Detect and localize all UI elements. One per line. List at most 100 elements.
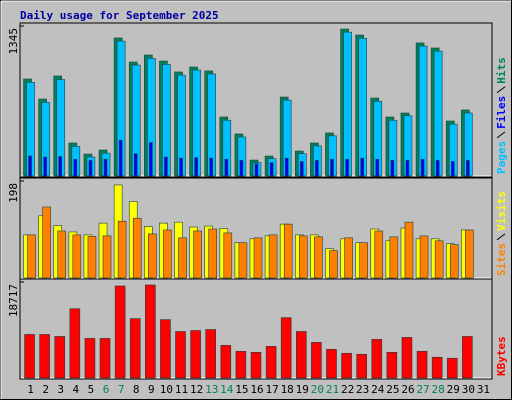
- legend-entry: KBytes: [495, 336, 508, 376]
- bar: [88, 160, 93, 177]
- x-tick-label: 14: [220, 383, 234, 396]
- bar: [356, 353, 367, 379]
- bar: [360, 157, 364, 177]
- x-tick-label: 28: [432, 383, 445, 396]
- bar: [374, 230, 384, 279]
- y-tick-label: 18717: [7, 284, 20, 317]
- bar: [371, 339, 383, 379]
- legend-entry: Files: [495, 96, 508, 129]
- bar: [390, 160, 395, 177]
- bar: [345, 158, 349, 177]
- bar: [283, 223, 293, 279]
- bar: [73, 158, 78, 177]
- legend-entry: Sites: [495, 243, 508, 276]
- x-tick-label: 13: [205, 383, 218, 396]
- bar: [54, 336, 66, 379]
- bar: [58, 156, 63, 177]
- x-tick-label: 12: [190, 383, 203, 396]
- bar: [311, 342, 322, 379]
- bar: [69, 308, 81, 379]
- bar: [254, 163, 259, 177]
- bar: [416, 350, 428, 379]
- x-tick-label: 18: [281, 383, 294, 396]
- bar: [386, 351, 398, 379]
- bar: [314, 236, 323, 279]
- bar: [39, 334, 50, 379]
- bar: [148, 233, 157, 279]
- bar: [179, 157, 183, 177]
- bar: [129, 318, 141, 379]
- bar: [164, 156, 168, 177]
- bar: [341, 352, 352, 379]
- x-tick-label: 26: [401, 383, 414, 396]
- bar: [419, 235, 429, 279]
- bar: [224, 158, 229, 177]
- x-tick-label: 6: [103, 383, 110, 396]
- legend-entry: Visits: [495, 191, 508, 231]
- bar: [405, 160, 410, 177]
- x-tick-label: 4: [73, 383, 80, 396]
- bar: [175, 331, 186, 379]
- bar: [84, 338, 96, 379]
- y-tick-label: 1345: [7, 28, 20, 55]
- x-tick-label: 27: [416, 383, 429, 396]
- x-tick-label: 5: [88, 383, 95, 396]
- bar: [24, 334, 35, 379]
- legend-entry: Hits: [495, 57, 508, 84]
- bar: [160, 319, 171, 379]
- bar: [27, 234, 36, 279]
- bar: [87, 236, 97, 279]
- bar: [434, 240, 444, 279]
- x-tick-label: 10: [160, 383, 173, 396]
- x-tick-label: 3: [57, 383, 64, 396]
- x-tick-label: 15: [235, 383, 248, 396]
- x-tick-label: 9: [148, 383, 155, 396]
- bar: [375, 158, 380, 177]
- bar: [418, 45, 428, 177]
- bar: [190, 330, 201, 379]
- x-tick-label: 1: [27, 383, 34, 396]
- bar: [298, 235, 308, 279]
- bar: [205, 329, 217, 379]
- bar: [238, 242, 248, 279]
- legend-separator: [496, 86, 506, 94]
- legend-separator: [496, 233, 506, 241]
- bar: [462, 336, 473, 379]
- x-tick-label: 30: [462, 383, 475, 396]
- bar: [420, 158, 425, 177]
- bar: [344, 237, 353, 279]
- bar: [103, 158, 108, 177]
- x-tick-label: 7: [118, 383, 125, 396]
- chart-title: Daily usage for September 2025: [20, 9, 219, 22]
- bar: [149, 142, 153, 177]
- bar: [132, 217, 142, 279]
- bar: [220, 345, 232, 379]
- bar: [315, 160, 319, 177]
- bar: [449, 244, 459, 279]
- bar: [465, 229, 474, 279]
- bar: [253, 237, 263, 279]
- bar: [117, 220, 127, 279]
- x-tick-label: 21: [326, 383, 339, 396]
- bar: [102, 235, 112, 279]
- x-tick-label: 23: [356, 383, 369, 396]
- x-tick-label: 2: [42, 383, 49, 396]
- bar: [433, 50, 443, 177]
- bar: [269, 162, 274, 177]
- bar: [359, 242, 368, 279]
- bar: [114, 285, 126, 379]
- x-tick-label: 20: [311, 383, 324, 396]
- bar: [28, 155, 32, 177]
- bar: [145, 284, 156, 379]
- x-tick-label: 19: [296, 383, 309, 396]
- plot-area: [19, 22, 493, 178]
- bar: [268, 234, 278, 279]
- bar: [299, 161, 304, 177]
- bar: [330, 158, 334, 177]
- bar: [284, 157, 289, 177]
- x-tick-label: 17: [265, 383, 278, 396]
- bar: [194, 157, 198, 177]
- bar: [329, 250, 338, 279]
- bar: [404, 221, 414, 279]
